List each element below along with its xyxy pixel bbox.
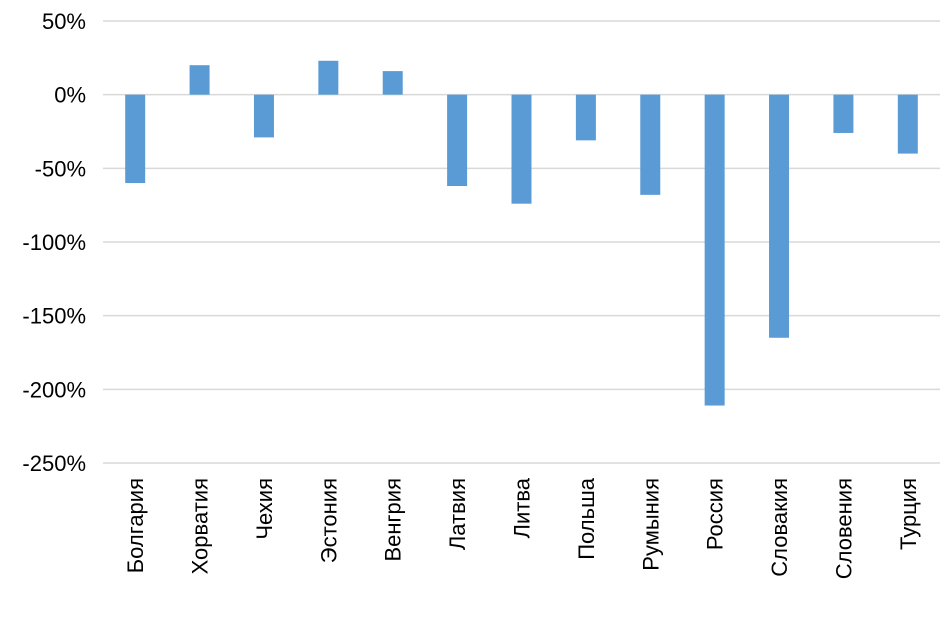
bar xyxy=(189,65,210,95)
category-label: Россия xyxy=(703,478,728,550)
y-tick-label: -150% xyxy=(22,304,86,329)
bar xyxy=(704,94,725,406)
bar xyxy=(125,94,146,184)
category-label: Турция xyxy=(896,478,921,550)
y-tick-label: 50% xyxy=(42,9,86,34)
y-tick-label: -250% xyxy=(22,451,86,476)
bar xyxy=(769,94,790,338)
category-label: Румыния xyxy=(638,478,663,571)
category-label: Эстония xyxy=(316,478,341,563)
bar xyxy=(318,60,339,95)
bar xyxy=(447,94,468,187)
y-tick-label: -100% xyxy=(22,230,86,255)
gridlines xyxy=(103,20,940,464)
category-label: Латвия xyxy=(445,478,470,550)
bars xyxy=(125,60,918,406)
category-label: Польша xyxy=(574,477,599,560)
y-tick-label: -50% xyxy=(35,156,86,181)
category-label: Словения xyxy=(831,478,856,579)
y-tick-label: 0% xyxy=(54,83,86,108)
bar xyxy=(575,94,596,141)
category-label: Словакия xyxy=(767,478,792,577)
bar xyxy=(253,94,274,138)
category-label: Болгария xyxy=(123,478,148,573)
bar xyxy=(897,94,918,154)
y-tick-label: -200% xyxy=(22,377,86,402)
bar xyxy=(511,94,532,204)
y-axis-ticks: 50% 0% -50% -100% -150% -200% -250% xyxy=(22,9,86,476)
category-label: Венгрия xyxy=(381,478,406,562)
category-label: Чехия xyxy=(252,478,277,540)
bar xyxy=(640,94,661,195)
category-label: Хорватия xyxy=(188,478,213,574)
bar xyxy=(382,71,403,95)
bar xyxy=(833,94,854,133)
x-axis-categories: Болгария Хорватия Чехия Эстония Венгрия Латви… xyxy=(123,477,921,579)
category-label: Литва xyxy=(510,477,535,538)
